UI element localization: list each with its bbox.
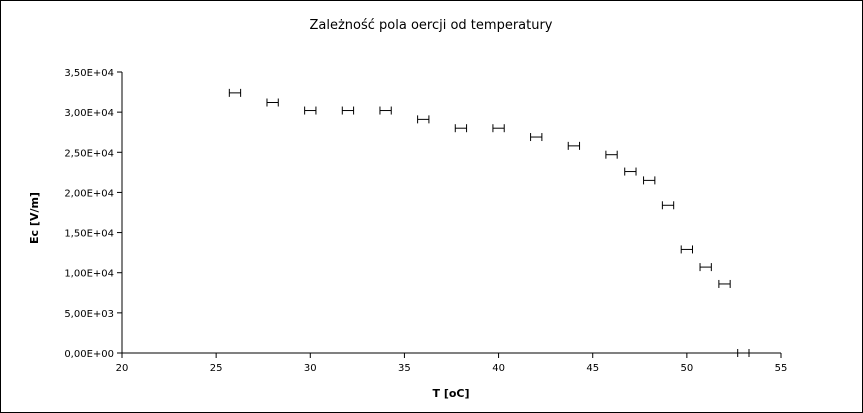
data-point [605,150,618,159]
data-point [737,349,750,357]
y-tick-label: 5,00E+03 [64,309,114,320]
x-tick-label: 30 [304,363,317,374]
x-tick-label: 35 [398,363,411,374]
y-axis-label: Ec [V/m] [28,192,41,244]
x-tick-label: 20 [116,363,129,374]
y-ticks: 0,00E+00 5,00E+03 1,00E+04 1,50E+04 2,00E+04… [64,68,122,360]
data-point [417,115,430,124]
data-point [567,141,581,150]
data-point [379,106,392,115]
x-tick-label: 55 [775,363,788,374]
y-tick-label: 3,00E+04 [64,108,114,119]
y-tick-label: 0,00E+00 [64,349,114,360]
data-point [624,167,637,176]
data-point [266,98,279,107]
data-point [492,124,505,133]
y-tick-label: 2,50E+04 [64,148,114,159]
x-axis-label: T [oC] [432,387,469,400]
x-tick-label: 25 [210,363,223,374]
y-tick-label: 1,00E+04 [64,269,114,280]
data-point [680,245,694,254]
x-tick-label: 40 [492,363,505,374]
x-tick-label: 45 [586,363,599,374]
data-point [304,106,317,115]
chart-title: Zależność pola oercji od temperatury [309,18,552,33]
y-tick-label: 1,50E+04 [64,229,114,240]
y-tick-label: 3,50E+04 [64,68,114,79]
y-tick-label: 2,00E+04 [64,188,114,199]
data-point [530,133,543,142]
data-point [228,88,242,97]
data-point [643,176,656,185]
data-point [699,263,712,272]
data-point [341,106,355,115]
x-tick-label: 50 [680,363,693,374]
data-point [661,201,675,210]
x-ticks: 20 25 30 35 40 45 50 55 [116,353,788,374]
data-point [454,124,468,133]
data-points [228,88,750,357]
data-point [718,279,731,288]
